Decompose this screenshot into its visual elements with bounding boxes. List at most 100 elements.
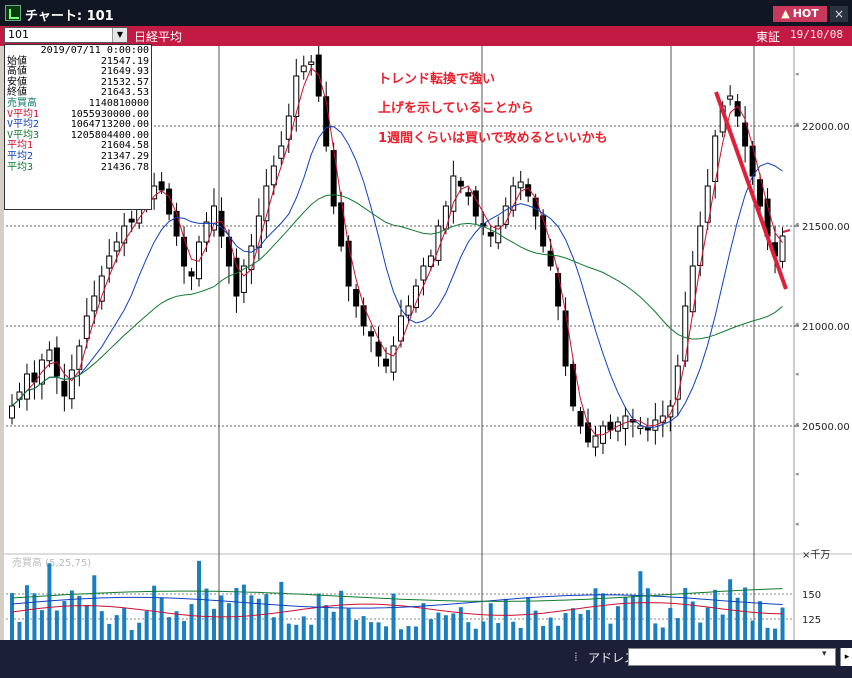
volume-bar: [39, 610, 44, 640]
volume-bar: [24, 585, 29, 640]
candle-body: [592, 435, 599, 448]
info-label: V平均2: [7, 119, 40, 131]
volume-bar: [129, 629, 134, 640]
volume-bar: [511, 621, 516, 640]
candle-body: [188, 271, 195, 277]
volume-bar: [331, 611, 336, 640]
volume-bar: [17, 621, 22, 640]
symbol-name: 日経平均: [134, 30, 183, 44]
candle-body: [308, 61, 315, 65]
title-bar: チャート: 101 ▲ HOT ×: [0, 0, 852, 26]
candle-body: [293, 75, 300, 117]
candle-body: [278, 145, 285, 159]
volume-panel-label: 売買高 (5,25,75): [12, 556, 91, 569]
volume-bar: [234, 587, 239, 640]
volume-bar: [159, 597, 164, 640]
volume-bar: [384, 626, 389, 640]
volume-bar: [660, 627, 665, 640]
volume-bar: [226, 603, 231, 640]
volume-ma-line-3: [11, 588, 783, 602]
volume-ma-line-2: [11, 594, 783, 609]
candle-body: [83, 315, 90, 339]
info-label: 平均3: [7, 161, 34, 173]
candle-body: [210, 205, 217, 231]
info-value: 21547.19: [100, 55, 149, 67]
volume-bar: [77, 595, 82, 640]
volume-bar: [743, 587, 748, 640]
symbol-select[interactable]: 101 ▼: [4, 27, 128, 43]
volume-bar: [354, 619, 359, 640]
volume-bar: [182, 620, 187, 640]
hot-button[interactable]: ▲ HOT: [773, 6, 827, 22]
volume-bar: [421, 603, 426, 640]
info-row: 平均1 21604.58: [7, 141, 149, 152]
candle-body: [682, 305, 689, 362]
symbol-select-value: 101: [8, 28, 29, 41]
candle-body: [61, 380, 68, 397]
volume-bar: [645, 588, 650, 640]
candle-body: [106, 255, 113, 269]
volume-bar: [563, 613, 568, 640]
candle-body: [91, 295, 98, 312]
info-label: 始値: [7, 55, 27, 67]
volume-bar: [47, 563, 52, 640]
info-value: 1055930000.00: [70, 108, 149, 120]
volume-bar: [54, 610, 59, 640]
trend-line: [714, 91, 788, 290]
volume-bar: [294, 624, 299, 640]
volume-bar: [211, 608, 216, 640]
volume-bar: [526, 596, 531, 640]
address-input[interactable]: [628, 648, 836, 666]
candle-body: [742, 122, 749, 147]
candle-body: [465, 192, 472, 197]
candle-body: [181, 236, 188, 267]
candle-body: [128, 218, 135, 223]
volume-bar: [571, 608, 576, 640]
candle-body: [390, 345, 397, 373]
volume-bar: [32, 593, 37, 640]
chevron-down-icon[interactable]: ▼: [112, 28, 127, 42]
candle-body: [637, 425, 644, 429]
chevron-down-icon[interactable]: ▾: [822, 649, 827, 659]
volume-bar: [765, 627, 770, 640]
volume-bar: [144, 611, 149, 640]
price-tick-label: 21500.00: [802, 222, 850, 233]
close-button[interactable]: ×: [830, 6, 848, 22]
volume-bar: [309, 624, 314, 640]
candle-body: [405, 305, 412, 316]
candle-body: [502, 205, 509, 225]
address-label: アドレス: [588, 651, 637, 665]
chart-date: 19/10/08: [790, 28, 843, 41]
info-value: 21532.57: [100, 76, 149, 88]
volume-bar: [496, 623, 501, 640]
volume-bar: [451, 613, 456, 640]
volume-bar: [84, 604, 89, 640]
exchange-label: 東証: [756, 30, 781, 44]
volume-bar: [713, 589, 718, 640]
volume-bar: [675, 618, 680, 640]
candle-body: [383, 358, 390, 367]
candle-body: [517, 181, 524, 189]
candle-body: [547, 250, 554, 267]
candle-body: [233, 257, 240, 297]
price-tick-label: 20500.00: [802, 422, 850, 433]
candle-body: [420, 265, 427, 281]
volume-bar: [735, 597, 740, 640]
candle-body: [158, 181, 165, 191]
info-row: V平均2 1064713200.00: [7, 120, 149, 131]
info-row: 始値 21547.19: [7, 55, 149, 68]
candle-body: [173, 210, 180, 237]
volume-bar: [301, 616, 306, 640]
volume-bar: [249, 595, 254, 640]
annotation-line-3: 1週間くらいは買いで攻めるといいかも: [378, 131, 608, 146]
candle-body: [779, 235, 786, 262]
info-row: 平均2 21347.29: [7, 151, 149, 163]
volume-bar: [399, 629, 403, 640]
candle-body: [667, 405, 674, 418]
go-button[interactable]: ▸: [840, 648, 852, 666]
volume-bar: [428, 619, 433, 640]
volume-bar: [698, 622, 703, 640]
volume-bar: [653, 623, 658, 640]
candle-body: [9, 405, 15, 419]
info-row: 高値 21649.93: [7, 67, 149, 78]
